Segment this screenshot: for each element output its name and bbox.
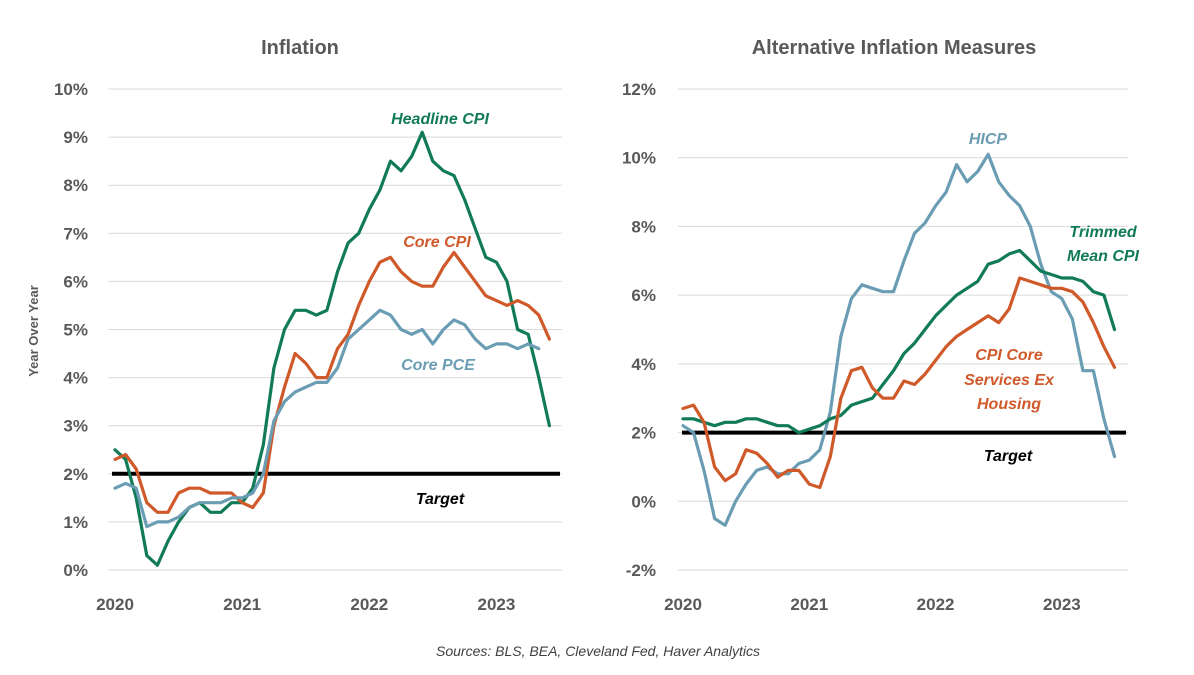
alternative-inflation-chart: Alternative Inflation Measures -2% 0% 2% 4%… [622,37,1140,614]
y-tick-label: 9% [63,128,88,147]
inflation-chart: Inflation Year Over Year 0% 1% 2% 3% 4% 5% 6% 7… [26,37,562,614]
series-label-cpi-core-services: CPI Core Services Ex Housing [964,347,1055,413]
x-tick-labels: 2020 2021 2022 2023 [96,595,515,614]
x-tick-label: 2022 [917,595,955,614]
series-line-hicp [681,152,1117,527]
series-line-core-cpi [113,250,552,514]
x-tick-label: 2020 [664,595,702,614]
x-tick-labels: 2020 2021 2022 2023 [664,595,1081,614]
y-tick-label: 10% [622,149,656,168]
y-tick-label: 8% [631,217,656,236]
x-tick-label: 2020 [96,595,134,614]
y-tick-label: 2% [63,465,88,484]
y-tick-label: 1% [63,513,88,532]
y-tick-label: 4% [631,355,656,374]
target-label: Target [984,448,1033,465]
series-label-headline-cpi: Headline CPI [391,111,489,128]
x-tick-label: 2023 [1043,595,1081,614]
y-tick-labels: 0% 1% 2% 3% 4% 5% 6% 7% 8% 9% 10% [54,80,88,580]
y-tick-label: 10% [54,80,88,99]
y-tick-label: 12% [622,80,656,99]
series-label-core-pce: Core PCE [401,357,476,374]
target-label: Target [416,491,465,508]
y-tick-label: 2% [631,424,656,443]
y-tick-label: 0% [63,561,88,580]
y-tick-label: 6% [631,286,656,305]
y-tick-label: 0% [631,492,656,511]
x-tick-label: 2022 [350,595,388,614]
y-tick-label: 3% [63,417,88,436]
y-gridlines [678,88,1128,571]
series-lines [113,130,552,567]
source-note: Sources: BLS, BEA, Cleveland Fed, Haver … [436,643,760,659]
series-line-trimmed-mean-cpi [681,248,1117,435]
y-tick-label: 5% [63,321,88,340]
y-tick-labels: -2% 0% 2% 4% 6% 8% 10% 12% [622,80,656,580]
y-tick-label: 7% [63,224,88,243]
y-tick-label: 4% [63,369,88,388]
x-tick-label: 2021 [790,595,828,614]
y-tick-label: -2% [626,561,656,580]
x-tick-label: 2023 [478,595,516,614]
series-label-trimmed-mean-cpi: Trimmed Mean CPI [1067,224,1140,265]
y-tick-label: 6% [63,272,88,291]
x-tick-label: 2021 [223,595,261,614]
y-axis-label: Year Over Year [26,285,41,377]
series-lines [681,152,1117,527]
series-label-hicp: HICP [969,131,1008,148]
chart-title-inflation: Inflation [261,37,339,59]
chart-title-alternative: Alternative Inflation Measures [752,37,1037,59]
series-label-core-cpi: Core CPI [403,234,471,251]
y-tick-label: 8% [63,176,88,195]
series-line-cpi-core-services-ex-housing [681,276,1117,490]
series-line-core-pce [113,308,541,529]
